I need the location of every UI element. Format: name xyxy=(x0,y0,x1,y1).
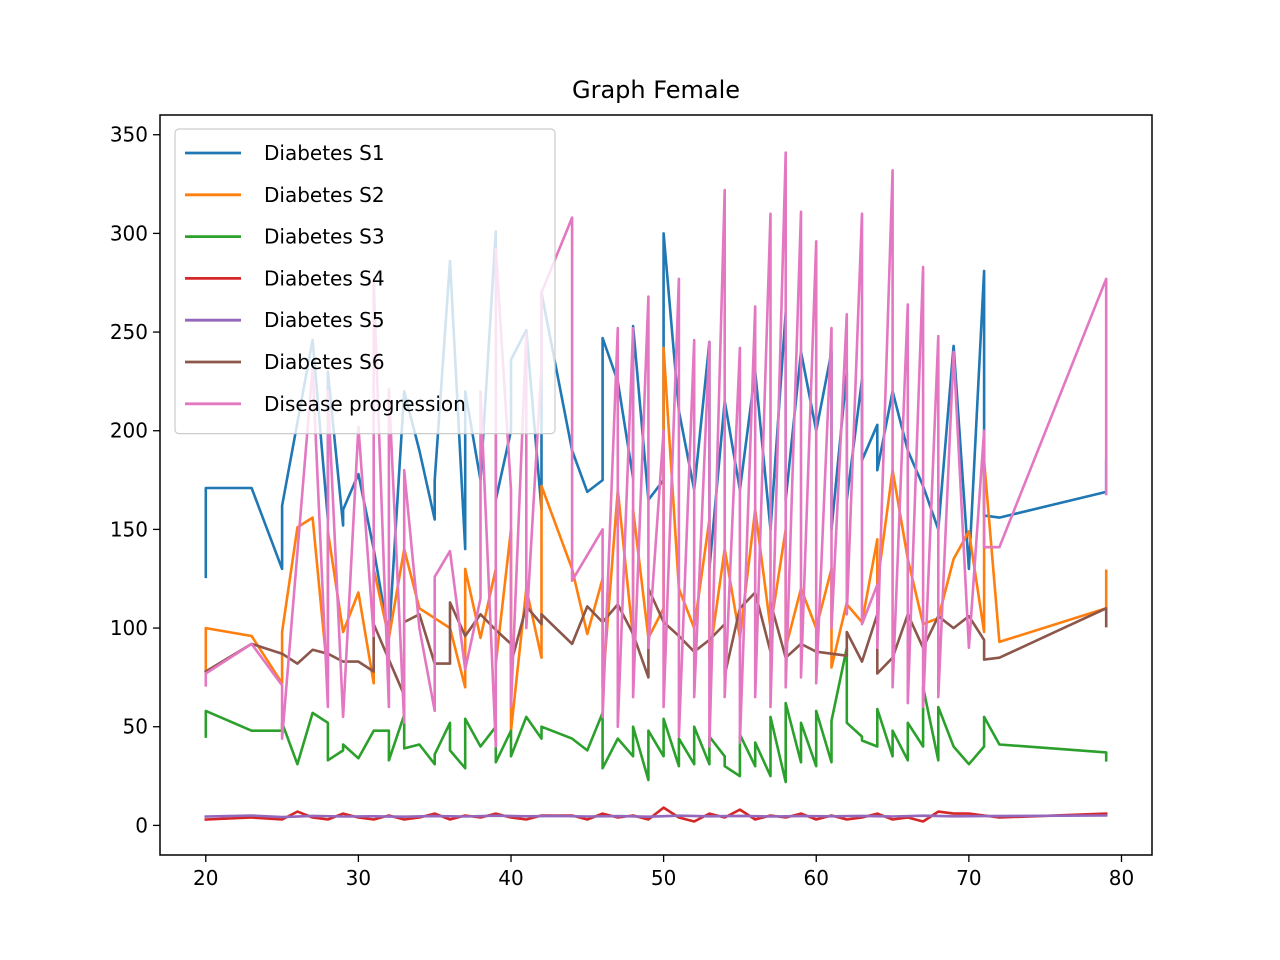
x-tick-label: 60 xyxy=(804,866,829,890)
y-tick-label: 100 xyxy=(110,616,148,640)
x-tick-label: 40 xyxy=(498,866,523,890)
axes-frame xyxy=(159,114,1153,856)
legend-label: Diabetes S6 xyxy=(264,350,385,374)
legend-label: Disease progression xyxy=(264,392,466,416)
x-tick-label: 20 xyxy=(193,866,218,890)
series-line-5 xyxy=(204,814,1108,819)
legend-label: Diabetes S3 xyxy=(264,225,385,249)
y-axis: 0 50 100 150 200 250 300 350 xyxy=(110,123,160,837)
series-line-1 xyxy=(204,230,1108,640)
legend-label: Diabetes S4 xyxy=(264,266,385,290)
x-tick-label: 50 xyxy=(651,866,676,890)
y-tick-label: 250 xyxy=(110,320,148,344)
legend-label: Diabetes S5 xyxy=(264,308,385,332)
legend-label: Diabetes S2 xyxy=(264,183,385,207)
y-tick-label: 0 xyxy=(135,813,148,837)
y-tick-label: 350 xyxy=(110,123,148,147)
series-line-7 xyxy=(204,151,1108,748)
x-tick-label: 80 xyxy=(1109,866,1134,890)
legend: Diabetes S1 Diabetes S2 Diabetes S3 Diabete… xyxy=(174,128,556,435)
legend-box xyxy=(174,128,556,435)
x-tick-label: 70 xyxy=(956,866,981,890)
series-layer xyxy=(204,151,1108,823)
y-tick-label: 150 xyxy=(110,517,148,541)
y-tick-label: 200 xyxy=(110,419,148,443)
chart-title: Graph Female xyxy=(572,76,740,104)
legend-label: Diabetes S1 xyxy=(264,141,385,165)
y-tick-label: 300 xyxy=(110,221,148,245)
x-axis: 20 30 40 50 60 70 80 xyxy=(193,855,1134,890)
series-line-3 xyxy=(204,646,1108,784)
y-tick-label: 50 xyxy=(123,715,148,739)
x-tick-label: 30 xyxy=(346,866,371,890)
